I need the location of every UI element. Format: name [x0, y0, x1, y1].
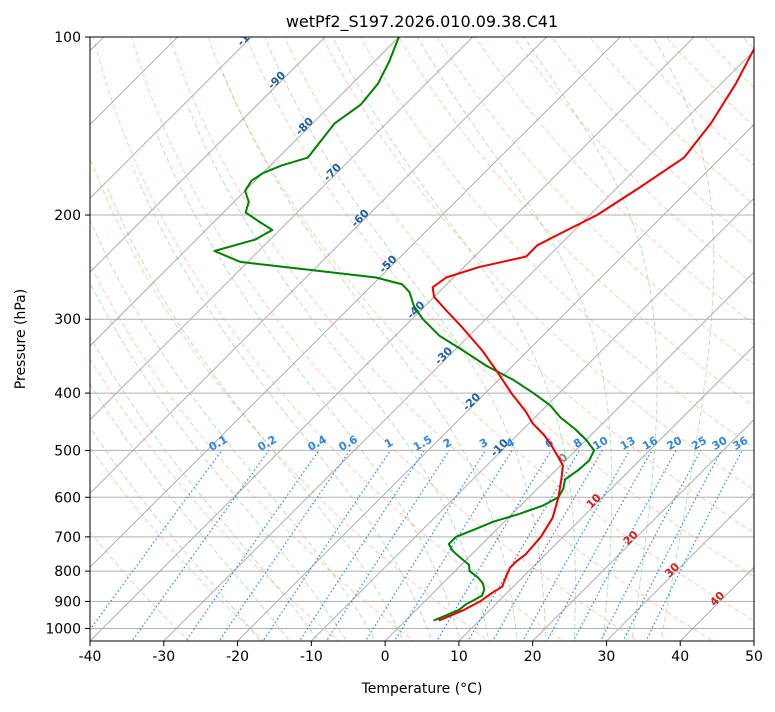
x-tick-label: -10	[300, 649, 323, 665]
x-tick-label: -30	[152, 649, 175, 665]
y-tick-label: 400	[54, 386, 81, 402]
y-tick-label: 800	[54, 564, 81, 580]
y-tick-label: 300	[54, 312, 81, 328]
chart-title: wetPf2_S197.2026.010.09.38.C41	[286, 12, 558, 32]
x-tick-label: -40	[79, 649, 102, 665]
y-tick-label: 500	[54, 443, 81, 459]
x-tick-label: 10	[450, 649, 468, 665]
x-tick-label: -20	[226, 649, 249, 665]
y-tick-label: 700	[54, 530, 81, 546]
x-tick-label: 40	[671, 649, 689, 665]
y-tick-label: 200	[54, 208, 81, 224]
y-tick-label: 100	[54, 30, 81, 46]
y-tick-label: 900	[54, 594, 81, 610]
x-axis-label: Temperature (°C)	[361, 681, 483, 697]
x-tick-label: 20	[524, 649, 542, 665]
x-tick-label: 50	[745, 649, 763, 665]
y-tick-label: 1000	[45, 621, 81, 637]
x-tick-label: 0	[381, 649, 390, 665]
x-tick-label: 30	[598, 649, 616, 665]
y-tick-label: 600	[54, 490, 81, 506]
y-axis-label: Pressure (hPa)	[13, 289, 29, 389]
